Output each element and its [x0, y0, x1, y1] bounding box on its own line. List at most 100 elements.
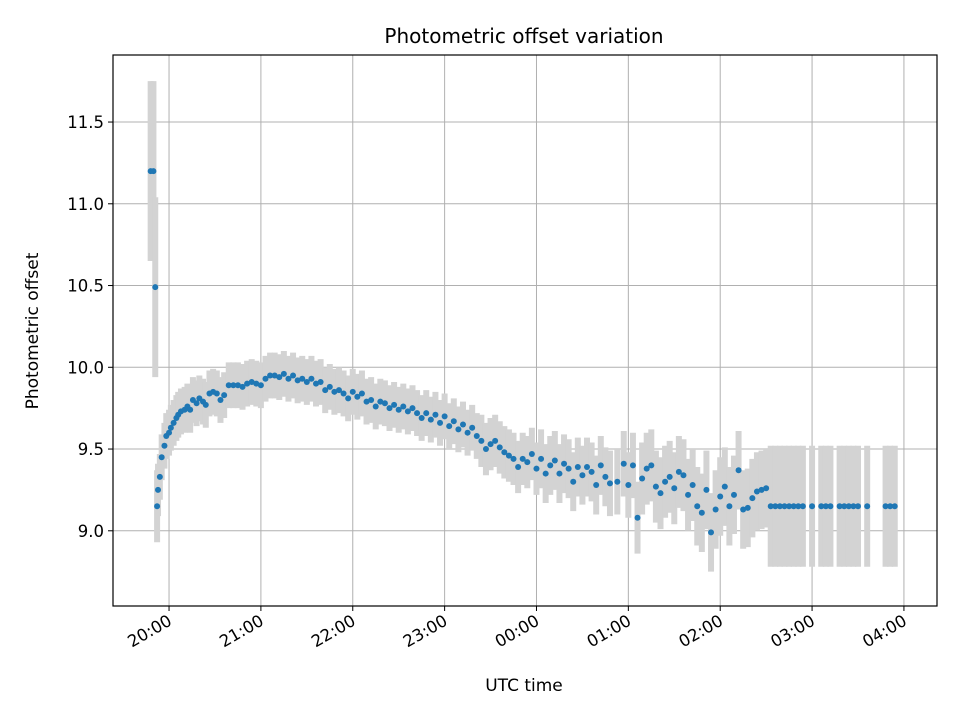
data-point [290, 372, 297, 379]
data-point [561, 460, 568, 467]
data-point [492, 437, 499, 444]
data-point [267, 372, 274, 379]
data-point [662, 478, 669, 485]
data-point [441, 413, 448, 420]
data-point [368, 396, 375, 403]
data-point [271, 372, 278, 379]
data-point [836, 503, 843, 510]
data-point [776, 503, 783, 510]
data-point [354, 393, 361, 400]
data-point [202, 401, 209, 408]
data-point [620, 460, 627, 467]
data-point [712, 506, 719, 513]
data-point [574, 464, 581, 471]
data-point [349, 388, 356, 395]
data-point [763, 485, 770, 492]
data-point [721, 483, 728, 490]
data-point [294, 377, 301, 384]
data-point [579, 472, 586, 479]
data-point [505, 452, 512, 459]
data-point [418, 414, 425, 421]
data-point [753, 488, 760, 495]
data-point [730, 491, 737, 498]
data-point [217, 396, 224, 403]
data-point [726, 503, 733, 510]
data-point [841, 503, 848, 510]
data-point [781, 503, 788, 510]
data-point [253, 380, 260, 387]
data-point [221, 392, 228, 399]
data-point [827, 503, 834, 510]
data-point [799, 503, 806, 510]
data-point [155, 486, 162, 493]
plot-frame [112, 54, 938, 607]
data-point [528, 450, 535, 457]
data-point [689, 482, 696, 489]
y-tick-label: 11.0 [67, 195, 104, 214]
y-axis-title: Photometric offset [23, 252, 43, 409]
data-point [317, 379, 324, 386]
data-point [614, 478, 621, 485]
data-point [717, 493, 724, 500]
data-point [340, 390, 347, 397]
data-point [308, 375, 315, 382]
data-point [446, 423, 453, 430]
data-point [166, 429, 173, 436]
data-point [740, 506, 747, 513]
chart-title: Photometric offset variation [384, 24, 663, 48]
data-point [187, 406, 194, 413]
data-point [809, 503, 816, 510]
data-point [299, 375, 306, 382]
data-point [703, 486, 710, 493]
data-point [331, 388, 338, 395]
y-tick-label: 10.5 [67, 277, 104, 296]
data-point [459, 421, 466, 428]
data-point [358, 390, 365, 397]
data-point [652, 483, 659, 490]
data-point [276, 374, 283, 381]
data-point [735, 467, 742, 474]
data-point [854, 503, 861, 510]
data-point [772, 503, 779, 510]
data-point [845, 503, 852, 510]
data-point [629, 462, 636, 469]
data-point [377, 398, 384, 405]
data-point [547, 462, 554, 469]
data-point [570, 478, 577, 485]
data-point [158, 454, 165, 461]
data-point [193, 400, 200, 407]
data-point [482, 446, 489, 453]
data-point [542, 470, 549, 477]
data-point [850, 503, 857, 510]
data-point [786, 503, 793, 510]
data-point [167, 424, 174, 431]
data-point [565, 465, 572, 472]
data-point [671, 485, 678, 492]
data-point [593, 482, 600, 489]
data-point [891, 503, 898, 510]
data-points [147, 168, 898, 536]
data-point [478, 437, 485, 444]
data-point [675, 468, 682, 475]
data-point [156, 473, 163, 480]
data-point [335, 387, 342, 394]
data-point [588, 468, 595, 475]
data-point [864, 503, 871, 510]
data-point [818, 503, 825, 510]
data-point [313, 380, 320, 387]
data-point [519, 455, 526, 462]
data-point [450, 418, 457, 425]
data-point [795, 503, 802, 510]
data-point [744, 504, 751, 511]
data-point [698, 509, 705, 516]
data-point [152, 284, 159, 291]
data-point [280, 370, 287, 377]
data-point [414, 410, 421, 417]
y-tick-label: 9.0 [78, 522, 104, 541]
data-point [234, 382, 241, 389]
data-point [381, 400, 388, 407]
data-point [648, 462, 655, 469]
data-point [882, 503, 889, 510]
data-point [345, 395, 352, 402]
